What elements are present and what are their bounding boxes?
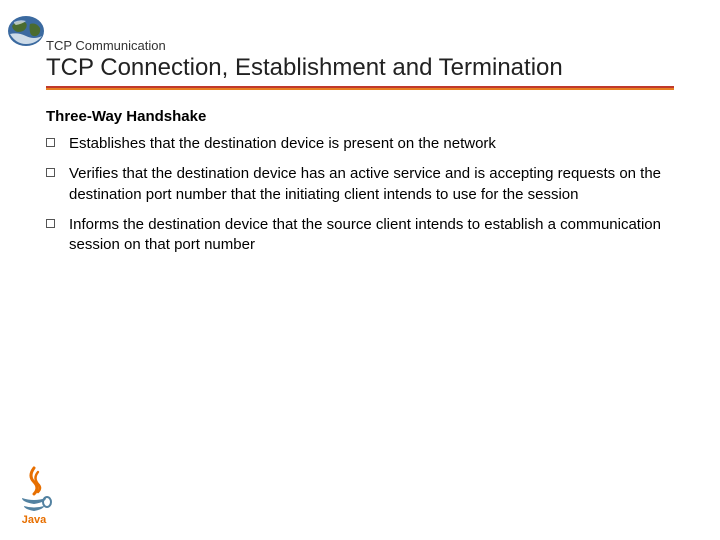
globe-icon — [6, 14, 46, 48]
content-subtitle: Three-Way Handshake — [46, 108, 206, 125]
slide: TCP Communication TCP Connection, Establ… — [0, 0, 720, 540]
bullet-marker-icon — [46, 219, 55, 228]
list-item: Verifies that the destination device has… — [46, 164, 666, 205]
bullet-text: Establishes that the destination device … — [69, 134, 666, 154]
bullet-list: Establishes that the destination device … — [46, 134, 666, 265]
java-logo-icon: Java — [14, 466, 54, 526]
underline-bottom — [46, 88, 674, 90]
section-label: TCP Communication — [46, 38, 166, 53]
bullet-text: Informs the destination device that the … — [69, 215, 666, 256]
list-item: Informs the destination device that the … — [46, 215, 666, 256]
bullet-marker-icon — [46, 138, 55, 147]
bullet-text: Verifies that the destination device has… — [69, 164, 666, 205]
list-item: Establishes that the destination device … — [46, 134, 666, 154]
bullet-marker-icon — [46, 168, 55, 177]
title-underline — [46, 86, 674, 90]
slide-title: TCP Connection, Establishment and Termin… — [46, 54, 563, 82]
svg-text:Java: Java — [22, 514, 47, 526]
